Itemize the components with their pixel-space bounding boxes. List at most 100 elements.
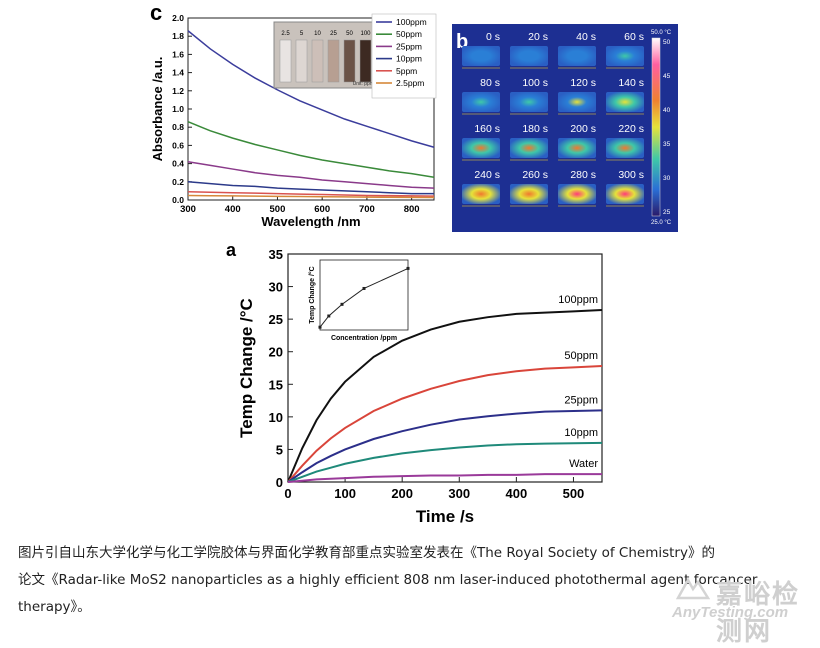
y-tick-label: 10 <box>269 410 283 425</box>
inset-vial <box>359 39 372 83</box>
thermal-frame <box>606 184 644 204</box>
absorbance-chart-svg: c 0.0 0.2 0.4 0.6 0.8 1.0 1.2 1.4 1.6 1.8 2.0 300 400… <box>150 0 437 229</box>
inset-point <box>340 302 344 306</box>
y-tick-label: 0.4 <box>172 159 184 169</box>
x-tick-label: 600 <box>314 204 330 215</box>
series-line-2.5ppm <box>187 194 435 199</box>
x-tick-label: 400 <box>225 204 241 215</box>
y-tick-label: 30 <box>269 280 283 295</box>
thermal-frame <box>558 92 596 112</box>
caption-line-2: 论文《Radar-like MoS2 nanoparticles as a hi… <box>18 572 758 588</box>
watermark-logo-icon <box>676 577 710 600</box>
x-tick-label: 300 <box>448 486 470 501</box>
inset-frame <box>319 259 409 331</box>
thermal-frame <box>462 138 500 158</box>
series-label-10ppm: 10ppm <box>564 427 598 439</box>
legend-label: 100ppm <box>396 17 427 27</box>
y-tick-label: 20 <box>269 345 283 360</box>
caption-line-1: 图片引自山东大学化学与化工学院胶体与界面化学教育部重点实验室发表在《The Ro… <box>18 545 715 561</box>
legend-label: 10ppm <box>396 54 422 64</box>
y-tick-label: 0.2 <box>172 177 184 187</box>
colorbar-tick-label: 40 <box>663 107 671 114</box>
inset-vial <box>343 39 356 83</box>
inset-vial-label: 50 <box>346 31 353 37</box>
series-line-25ppm <box>287 409 603 483</box>
frame-time-label: 300 s <box>618 169 644 181</box>
caption-line-3: therapy》。 <box>18 599 91 615</box>
series-line-50ppm <box>187 121 435 178</box>
series-line-Water <box>287 473 602 483</box>
inset-vial-label: 25 <box>330 31 337 37</box>
legend-box <box>371 13 437 99</box>
colorbar-tick-label: 50 <box>663 39 671 46</box>
series-label-Water: Water <box>569 458 598 470</box>
panel-c-absorbance-chart: c 0.0 0.2 0.4 0.6 0.8 1.0 1.2 1.4 1.6 1.8 2.0 300 400… <box>148 0 440 229</box>
inset-point <box>406 266 410 270</box>
y-tick-label: 0.8 <box>172 122 184 132</box>
frame-time-label: 0 s <box>486 31 500 43</box>
inset-point <box>362 286 366 290</box>
frame-time-label: 80 s <box>480 77 500 89</box>
colorbar-min-label: 25.0 °C <box>651 220 672 226</box>
colorbar-tick-label: 30 <box>663 175 671 182</box>
frame-time-label: 140 s <box>618 77 644 89</box>
colorbar-tick-label: 25 <box>663 209 671 216</box>
thermal-frame <box>510 92 548 112</box>
series-line-10ppm <box>187 181 434 195</box>
thermal-frame <box>558 138 596 158</box>
inset-vial-label: 10 <box>314 31 321 37</box>
thermal-frame <box>558 184 596 204</box>
series-label-50ppm: 50ppm <box>564 350 598 362</box>
frame-time-label: 160 s <box>474 123 500 135</box>
frame-time-label: 260 s <box>522 169 548 181</box>
legend-label: 5ppm <box>396 66 417 76</box>
y-tick-label: 35 <box>269 247 283 262</box>
series-line-25ppm <box>187 161 435 189</box>
frame-time-label: 200 s <box>570 123 596 135</box>
frame-time-label: 280 s <box>570 169 596 181</box>
inset-vial-label: 2.5 <box>281 31 290 37</box>
x-tick-label: 500 <box>270 204 286 215</box>
thermal-frame <box>606 46 644 66</box>
series-line-50ppm <box>287 365 603 483</box>
y-axis-label: Temp Change /°C <box>237 298 256 438</box>
inset-x-label: Concentration /ppm <box>331 335 397 342</box>
x-tick-label: 700 <box>359 204 375 215</box>
x-tick-label: 0 <box>284 486 291 501</box>
x-tick-label: 100 <box>334 486 356 501</box>
legend-label: 2.5ppm <box>396 78 424 88</box>
y-tick-label: 25 <box>269 312 283 327</box>
frame-time-label: 100 s <box>522 77 548 89</box>
y-tick-label: 0 <box>276 475 283 490</box>
series-label-25ppm: 25ppm <box>564 394 598 406</box>
colorbar <box>651 37 661 217</box>
thermal-frame <box>462 184 500 204</box>
panel-label: c <box>150 0 162 25</box>
inset-point <box>318 325 322 329</box>
inset-unit-label: Unit: ppm <box>353 81 374 87</box>
y-tick-label: 2.0 <box>172 13 184 23</box>
inset-vial <box>295 39 308 83</box>
y-tick-label: 0.0 <box>172 195 184 205</box>
frame-time-label: 240 s <box>474 169 500 181</box>
watermark-en: AnyTesting.com <box>672 604 789 621</box>
y-tick-label: 15 <box>269 377 283 392</box>
inset-vial <box>279 39 292 83</box>
figure-caption: 图片引自山东大学化学与化工学院胶体与界面化学教育部重点实验室发表在《The Ro… <box>18 540 808 621</box>
temperature-chart-svg: a 0 5 10 15 20 25 30 35 0 100 200 300 400 500 Time /s Te… <box>226 240 603 526</box>
frame-time-label: 60 s <box>624 31 644 43</box>
y-tick-label: 1.6 <box>172 49 184 59</box>
plot-frame <box>287 253 603 483</box>
inset-vial-label: 5 <box>300 31 304 37</box>
frame-time-label: 180 s <box>522 123 548 135</box>
inset-y-label: Temp Change /°C <box>308 266 316 324</box>
colorbar-tick-label: 45 <box>663 73 671 80</box>
x-tick-label: 200 <box>391 486 413 501</box>
frame-time-label: 120 s <box>570 77 596 89</box>
inset-point <box>327 314 331 318</box>
thermal-frame <box>462 92 500 112</box>
x-tick-label: 400 <box>506 486 528 501</box>
thermal-frame <box>558 46 596 66</box>
y-tick-label: 5 <box>276 442 283 457</box>
